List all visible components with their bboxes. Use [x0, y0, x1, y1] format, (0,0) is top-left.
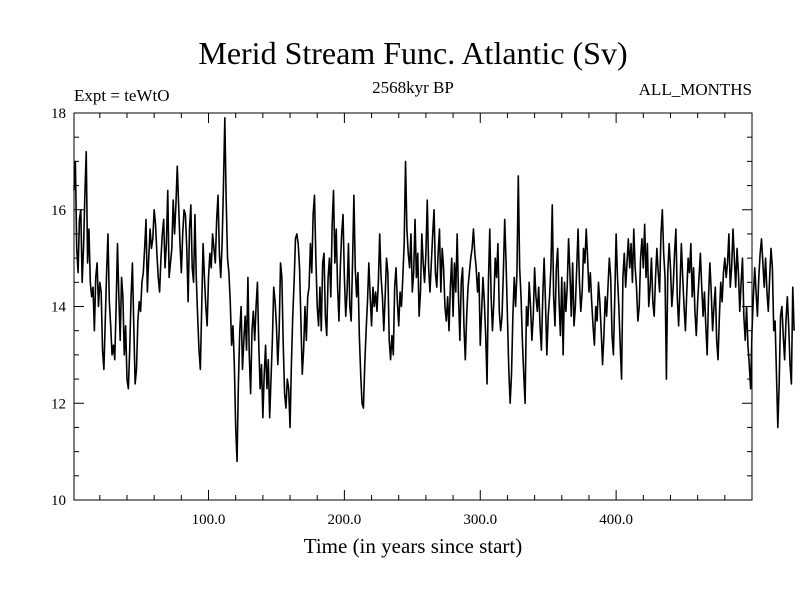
months-label: ALL_MONTHS — [639, 80, 752, 99]
time-period-label: 2568kyr BP — [372, 78, 454, 97]
x-tick-label: 400.0 — [599, 512, 633, 528]
data-series-line — [73, 117, 795, 463]
y-tick-label: 10 — [51, 493, 66, 509]
plot-area: 100.0 200.0 300.0 400.0 10 12 14 16 18 — [51, 106, 795, 528]
y-tick-label: 16 — [51, 203, 67, 219]
y-tick-label: 14 — [51, 300, 67, 316]
x-axis-label: Time (in years since start) — [304, 534, 523, 558]
chart-title: Merid Stream Func. Atlantic (Sv) — [198, 35, 627, 71]
x-tick-label: 300.0 — [463, 512, 497, 528]
x-tick-label: 100.0 — [192, 512, 226, 528]
y-tick-label: 18 — [51, 106, 66, 122]
y-tick-label: 12 — [51, 396, 66, 412]
x-tick-label: 200.0 — [328, 512, 362, 528]
experiment-label: Expt = teWtO — [74, 86, 170, 105]
plot-frame — [73, 112, 753, 501]
